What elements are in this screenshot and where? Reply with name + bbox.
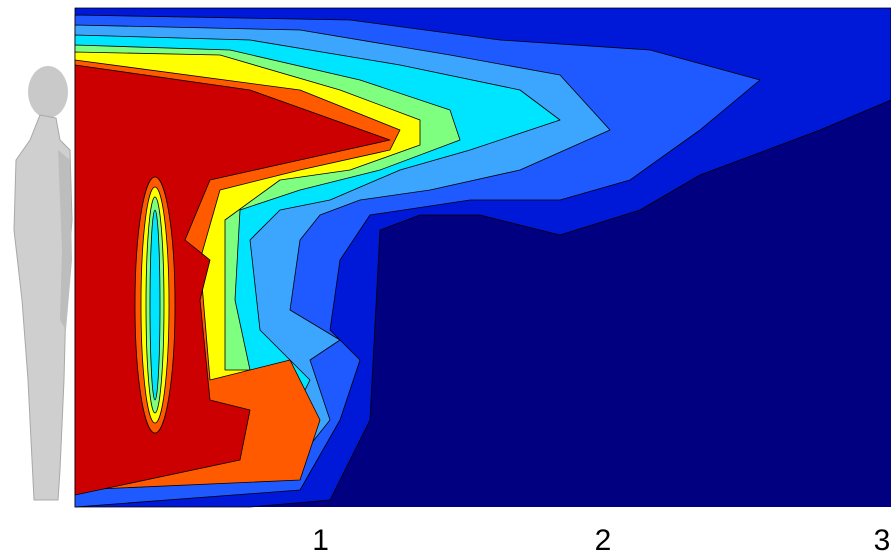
x-tick-label: 3 [874,524,891,557]
chart: 1 2 3 [0,0,891,559]
contour-band [150,210,160,400]
x-tick-label: 1 [312,524,329,557]
x-tick-label: 2 [595,524,612,557]
human-figure [14,66,72,500]
x-axis: 1 2 3 [312,524,890,557]
contour-plot [75,8,891,507]
